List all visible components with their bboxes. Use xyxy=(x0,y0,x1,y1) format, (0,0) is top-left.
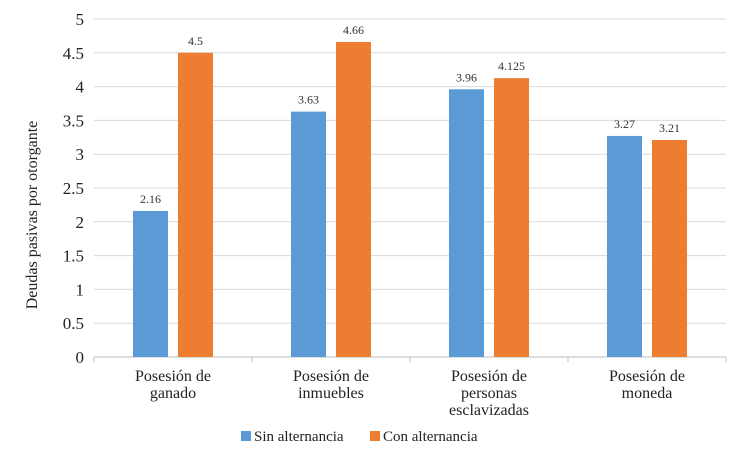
legend-swatch xyxy=(241,431,251,441)
bar-sin-alternancia-1 xyxy=(291,111,326,357)
y-tick-label: 0 xyxy=(76,348,85,367)
data-labels: 2.16 3.63 3.96 3.27 4.5 4.66 4.125 3.21 xyxy=(140,23,680,206)
y-tick-label: 2 xyxy=(76,213,85,232)
legend-label: Sin alternancia xyxy=(254,429,344,445)
data-label: 3.63 xyxy=(298,93,319,107)
x-tick-label: Posesión de xyxy=(135,368,211,385)
data-label: 3.96 xyxy=(456,70,477,84)
y-tick-label: 1 xyxy=(76,280,85,299)
data-label: 4.5 xyxy=(188,34,203,48)
y-axis-ticks: 0 0.5 1 1.5 2 2.5 3 3.5 4 4.5 5 xyxy=(63,10,85,367)
y-tick-label: 5 xyxy=(76,10,85,29)
y-tick-label: 1.5 xyxy=(63,247,84,266)
bar-con-alternancia-2 xyxy=(494,78,529,358)
data-label: 3.21 xyxy=(659,121,680,135)
bar-sin-alternancia-2 xyxy=(449,89,484,357)
y-tick-label: 3.5 xyxy=(63,111,84,130)
bar-con-alternancia-0 xyxy=(178,52,213,358)
bar-sin-alternancia-3 xyxy=(607,135,642,357)
x-tick-label: Posesión de xyxy=(293,368,369,385)
legend: Sin alternancia Con alternancia xyxy=(241,429,478,445)
data-label: 2.16 xyxy=(140,192,161,206)
x-tick-label: personas xyxy=(461,385,517,402)
y-tick-label: 2.5 xyxy=(63,179,84,198)
data-label: 4.125 xyxy=(498,59,525,73)
x-tick-label: Posesión de xyxy=(451,368,527,385)
x-tick-label: inmuebles xyxy=(298,385,364,402)
x-tick-label: moneda xyxy=(622,385,673,402)
bar-con-alternancia-1 xyxy=(336,41,371,357)
y-tick-label: 4 xyxy=(76,78,85,97)
data-label: 3.27 xyxy=(614,117,635,131)
x-tick-label: esclavizadas xyxy=(449,402,529,419)
data-label: 4.66 xyxy=(343,23,364,37)
y-tick-label: 0.5 xyxy=(63,314,84,333)
y-axis-label: Deudas pasivas por otorgante xyxy=(24,121,41,310)
bar-sin-alternancia-0 xyxy=(133,210,168,357)
legend-swatch xyxy=(370,431,380,441)
x-tick-label: Posesión de xyxy=(609,368,685,385)
x-tick-label: ganado xyxy=(150,385,196,402)
legend-label: Con alternancia xyxy=(383,429,478,445)
y-tick-label: 4.5 xyxy=(63,44,84,63)
y-tick-label: 3 xyxy=(76,145,85,164)
bar-con-alternancia-3 xyxy=(652,140,687,357)
bars xyxy=(133,41,687,358)
